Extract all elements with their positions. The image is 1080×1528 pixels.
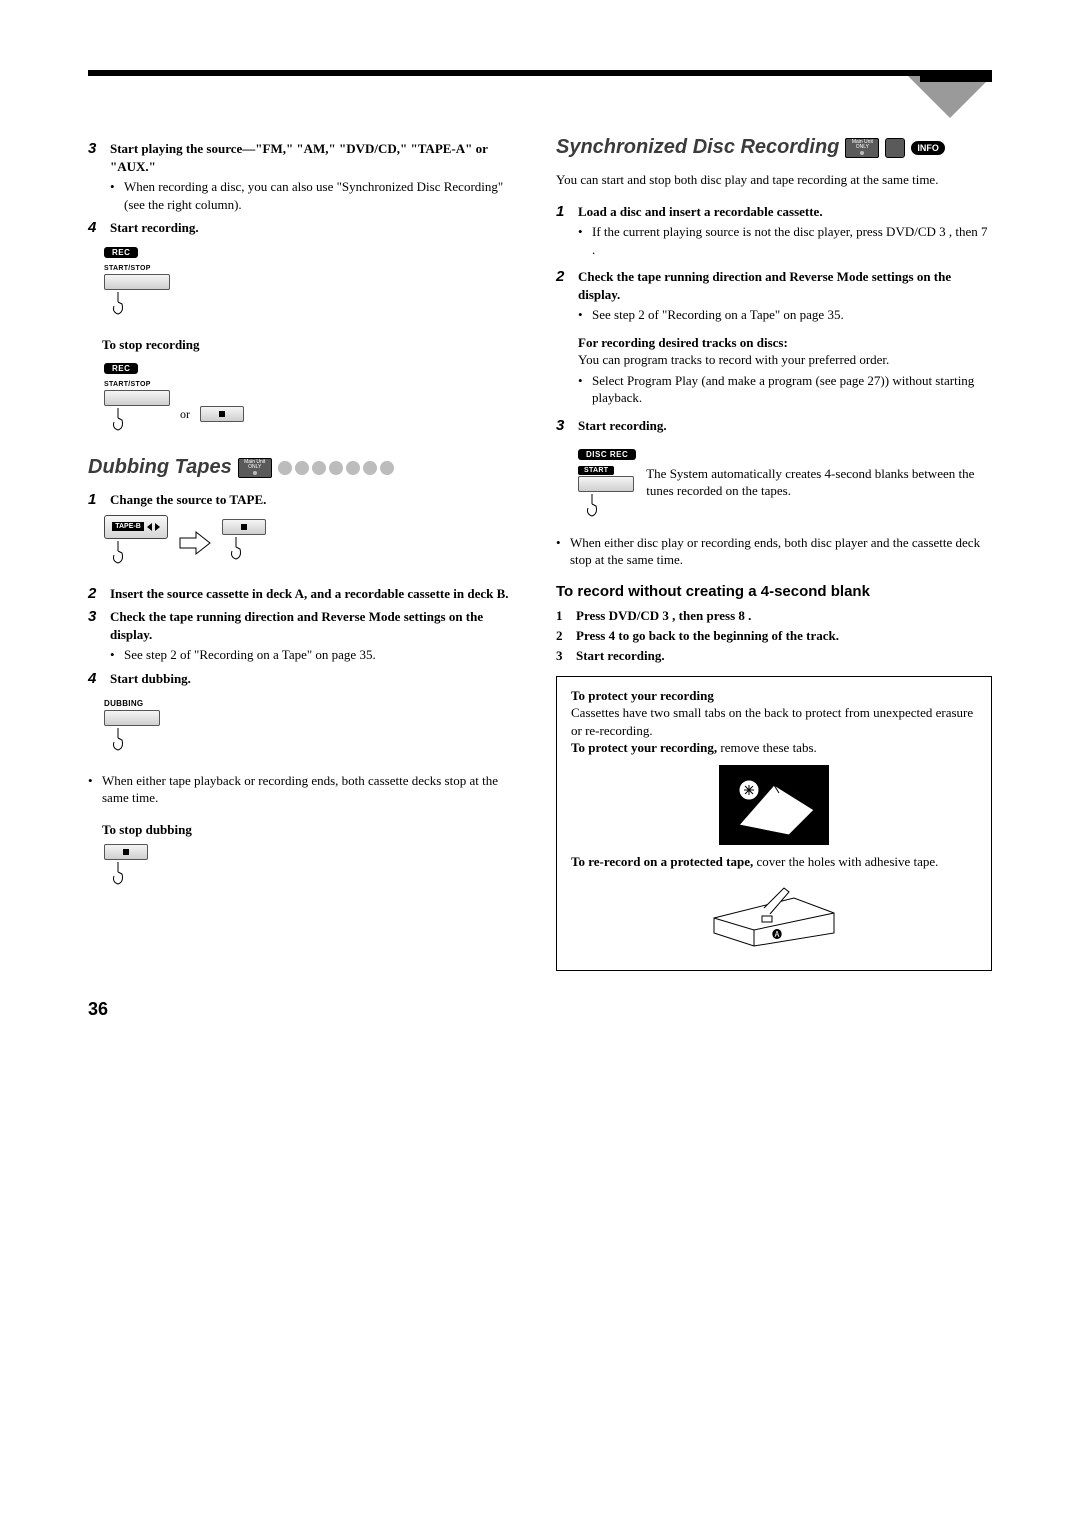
step-number: 3 — [88, 608, 102, 664]
header-plate — [920, 76, 992, 82]
start-label: START — [578, 466, 614, 475]
to-stop-recording-label: To stop recording — [102, 336, 524, 354]
step-title: Insert the source cassette in deck A, an… — [110, 585, 524, 603]
desired-tracks-bullet: Select Program Play (and make a program … — [578, 372, 992, 407]
rec-button-icon — [104, 274, 170, 290]
dubbing-step-4: 4 Start dubbing. — [88, 670, 524, 688]
decorative-dots-icon — [278, 461, 394, 475]
hand-press-icon — [104, 406, 132, 434]
left-step-4: 4 Start recording. — [88, 219, 524, 237]
start-stop-label: START/STOP — [104, 381, 151, 388]
disc-rec-button-diagram: DISC REC START — [578, 445, 636, 524]
stop-button-icon — [222, 519, 266, 535]
disc-rec-label: DISC REC — [578, 449, 636, 460]
right-column: Synchronized Disc Recording Main UnitONL… — [556, 140, 992, 971]
left-step-3: 3 Start playing the source—"FM," "AM," "… — [88, 140, 524, 213]
no-blank-step-2: 2Press 4 to go back to the beginning of … — [556, 628, 992, 644]
rec-button-diagram: REC START/STOP — [104, 243, 524, 322]
right-arrow-icon — [178, 528, 212, 558]
protect-title: To protect your recording — [571, 687, 977, 705]
step-number: 4 — [88, 219, 102, 237]
stop-recording-diagram: REC START/STOP or — [104, 359, 524, 438]
cassette-tabs-icon — [719, 765, 829, 845]
stop-button-icon — [104, 844, 148, 860]
stop-button-icon — [200, 406, 244, 422]
step-number: 1 — [556, 203, 570, 259]
desired-tracks-text: You can program tracks to record with yo… — [578, 351, 992, 369]
step-number: 2 — [88, 585, 102, 603]
svg-text:🅐: 🅐 — [772, 929, 782, 941]
remote-chip-icon — [885, 138, 905, 158]
dubbing-note: When either tape playback or recording e… — [88, 772, 524, 807]
rec-label: REC — [104, 247, 138, 258]
step-bullet: If the current playing source is not the… — [578, 223, 992, 258]
tape-b-button-icon: TAPE-B — [104, 515, 168, 539]
to-stop-dubbing-label: To stop dubbing — [102, 821, 524, 839]
step-title: Check the tape running direction and Rev… — [110, 608, 524, 643]
start-stop-label: START/STOP — [104, 265, 151, 272]
protect-body-2: To protect your recording, remove these … — [571, 739, 977, 757]
dubbing-tapes-header: Dubbing Tapes Main UnitONLY — [88, 456, 524, 479]
step-number: 3 — [556, 417, 570, 524]
step-bullet: See step 2 of "Recording on a Tape" on p… — [110, 646, 524, 664]
protect-body-3: To re-record on a protected tape, cover … — [571, 853, 977, 871]
hand-press-icon — [104, 539, 132, 567]
step-title: Start recording. — [578, 417, 992, 435]
dubbing-button-diagram: DUBBING — [104, 694, 524, 758]
main-unit-only-chip-icon: Main UnitONLY — [238, 458, 272, 478]
page-number: 36 — [88, 999, 992, 1020]
hand-press-icon — [104, 860, 132, 888]
sync-step-3: 3 Start recording. DISC REC START — [556, 417, 992, 524]
rec-label: REC — [104, 363, 138, 374]
dubbing-step-3: 3 Check the tape running direction and R… — [88, 608, 524, 664]
step-title: Start playing the source—"FM," "AM," "DV… — [110, 140, 524, 175]
hand-press-icon — [104, 290, 132, 318]
section-title: Dubbing Tapes — [88, 456, 232, 479]
section-title: Synchronized Disc Recording — [556, 136, 839, 159]
or-label: or — [180, 407, 190, 422]
sync-note: When either disc play or recording ends,… — [556, 534, 992, 569]
step-bullet: See step 2 of "Recording on a Tape" on p… — [578, 306, 992, 324]
cassette-cover-holes-icon: 🅐 — [704, 878, 844, 948]
tape-b-label: TAPE-B — [112, 522, 144, 531]
info-chip-icon: INFO — [911, 141, 945, 155]
hand-press-icon — [104, 726, 132, 754]
step-title: Start dubbing. — [110, 670, 524, 688]
step-title: Start recording. — [110, 219, 524, 237]
stop-dubbing-diagram — [104, 844, 524, 892]
sync-step-1: 1 Load a disc and insert a recordable ca… — [556, 203, 992, 259]
no-blank-step-3: 3Start recording. — [556, 648, 992, 664]
no-blank-subhead: To record without creating a 4-second bl… — [556, 583, 992, 600]
dubbing-step-1: 1 Change the source to TAPE. — [88, 491, 524, 509]
auto-blank-text: The System automatically creates 4-secon… — [646, 465, 992, 500]
header-rule — [88, 70, 992, 76]
protect-recording-box: To protect your recording Cassettes have… — [556, 676, 992, 972]
sync-recording-header: Synchronized Disc Recording Main UnitONL… — [556, 136, 992, 159]
desired-tracks-title: For recording desired tracks on discs: — [578, 334, 992, 352]
hand-press-icon — [222, 535, 250, 563]
disc-rec-button-icon — [578, 476, 634, 492]
dubbing-label: DUBBING — [104, 699, 143, 708]
step-title: Check the tape running direction and Rev… — [578, 268, 992, 303]
header-triangle-icon — [908, 76, 992, 118]
rec-button-icon — [104, 390, 170, 406]
main-unit-only-chip-icon: Main UnitONLY — [845, 138, 879, 158]
sync-intro: You can start and stop both disc play an… — [556, 171, 992, 189]
step-title: Load a disc and insert a recordable cass… — [578, 203, 992, 221]
left-column: 3 Start playing the source—"FM," "AM," "… — [88, 140, 524, 971]
step-title: Change the source to TAPE. — [110, 491, 524, 509]
protect-body-1: Cassettes have two small tabs on the bac… — [571, 704, 977, 739]
step-number: 4 — [88, 670, 102, 688]
dubbing-button-icon — [104, 710, 160, 726]
change-source-diagram: TAPE-B — [104, 515, 524, 571]
step-number: 2 — [556, 268, 570, 407]
step-bullet: When recording a disc, you can also use … — [110, 178, 524, 213]
step-number: 1 — [88, 491, 102, 509]
sync-step-2: 2 Check the tape running direction and R… — [556, 268, 992, 407]
step-number: 3 — [88, 140, 102, 213]
hand-press-icon — [578, 492, 606, 520]
no-blank-step-1: 1Press DVD/CD 3 , then press 8 . — [556, 608, 992, 624]
dubbing-step-2: 2 Insert the source cassette in deck A, … — [88, 585, 524, 603]
